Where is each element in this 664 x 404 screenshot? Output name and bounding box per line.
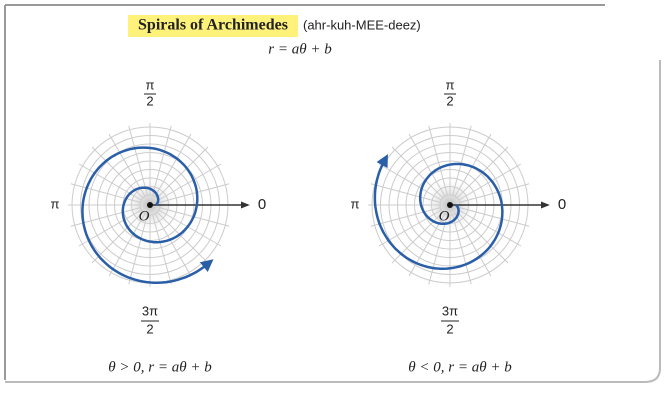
label-left: π: [51, 196, 60, 211]
grid-ray: [154, 213, 192, 277]
grid-ray: [454, 133, 492, 197]
label-top-den: 2: [146, 93, 153, 108]
title: Spirals of Archimedes: [138, 17, 288, 34]
grid-ray: [152, 125, 172, 196]
label-bottom-num: 3π: [142, 303, 158, 318]
grid-ray: [108, 213, 146, 277]
label-top-num: π: [446, 77, 455, 92]
frame: [4, 4, 605, 380]
grid-ray: [108, 133, 146, 197]
label-right: 0: [558, 196, 566, 213]
grid-ray: [154, 133, 192, 197]
grid-ray: [158, 163, 222, 201]
grid-ray: [370, 183, 441, 203]
grid-ray: [391, 146, 444, 199]
pronunciation: (ahr-kuh-MEE-deez): [303, 17, 421, 32]
grid-ray: [128, 214, 148, 285]
grid-ray: [158, 209, 222, 247]
highlight: [128, 15, 298, 37]
grid-ray: [156, 211, 209, 264]
grid-ray: [152, 214, 172, 285]
grid-ray: [370, 207, 441, 227]
grid-ray: [91, 211, 144, 264]
label-bottom-num: 3π: [442, 303, 458, 318]
grid-ray: [70, 183, 141, 203]
equation: r = aθ + b: [268, 41, 332, 57]
grid-ray: [156, 146, 209, 199]
label-top-num: π: [146, 77, 155, 92]
grid-ray: [459, 183, 530, 203]
grid-ray: [428, 214, 448, 285]
grid-ray: [378, 163, 442, 201]
pole-label: O: [439, 208, 450, 224]
grid-ray: [452, 214, 472, 285]
grid-ray: [458, 209, 522, 247]
caption: θ > 0, r = aθ + b: [108, 359, 212, 375]
pole: [147, 202, 153, 208]
label-right: 0: [258, 196, 266, 213]
label-top-den: 2: [446, 93, 453, 108]
pole: [447, 202, 453, 208]
grid-ray: [459, 207, 530, 227]
grid-ray: [452, 125, 472, 196]
pole-label: O: [139, 208, 150, 224]
label-left: π: [351, 196, 360, 211]
grid-ray: [458, 163, 522, 201]
grid-ray: [159, 183, 230, 203]
frame: [5, 60, 661, 383]
label-bottom-den: 2: [446, 321, 453, 336]
grid-ray: [454, 213, 492, 277]
caption: θ < 0, r = aθ + b: [408, 359, 512, 375]
grid-ray: [408, 133, 446, 197]
label-bottom-den: 2: [146, 321, 153, 336]
grid-ray: [428, 125, 448, 196]
spiral: [81, 146, 214, 284]
grid-ray: [456, 211, 509, 264]
spiral: [373, 154, 504, 270]
grid-ray: [128, 125, 148, 196]
